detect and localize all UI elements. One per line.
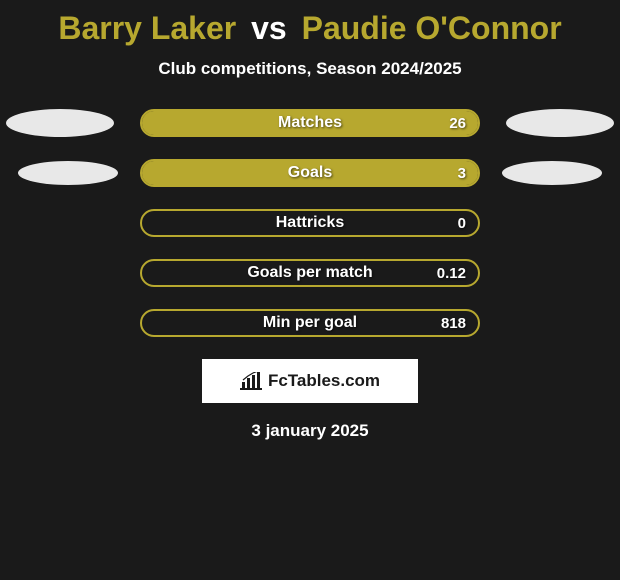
stat-value: 0	[458, 215, 466, 232]
stats-area: Matches 26 Goals 3 Hattricks 0 Goals per match…	[0, 109, 620, 337]
stat-row: Min per goal 818	[0, 309, 620, 337]
logo-text: FcTables.com	[268, 371, 380, 391]
stat-row: Goals per match 0.12	[0, 259, 620, 287]
stat-value: 26	[449, 115, 466, 132]
stat-bar: Min per goal 818	[140, 309, 480, 337]
stat-row: Goals 3	[0, 159, 620, 187]
oval-left	[6, 109, 114, 137]
logo-box: FcTables.com	[202, 359, 418, 403]
subtitle: Club competitions, Season 2024/2025	[0, 59, 620, 79]
vs-separator: vs	[251, 10, 287, 46]
stat-bar: Hattricks 0	[140, 209, 480, 237]
stat-label: Min per goal	[263, 314, 357, 332]
oval-left	[18, 161, 118, 185]
stat-bar: Matches 26	[140, 109, 480, 137]
page-title: Barry Laker vs Paudie O'Connor	[0, 10, 620, 47]
stat-bar: Goals per match 0.12	[140, 259, 480, 287]
date-label: 3 january 2025	[0, 421, 620, 441]
bar-chart-icon	[240, 372, 262, 390]
stat-value: 0.12	[437, 265, 466, 282]
stat-bar: Goals 3	[140, 159, 480, 187]
logo-inner: FcTables.com	[240, 371, 380, 391]
stat-label: Matches	[278, 114, 342, 132]
player1-name: Barry Laker	[58, 10, 236, 46]
stat-value: 818	[441, 315, 466, 332]
oval-right	[502, 161, 602, 185]
stat-value: 3	[458, 165, 466, 182]
stat-row: Matches 26	[0, 109, 620, 137]
player2-name: Paudie O'Connor	[302, 10, 562, 46]
stat-row: Hattricks 0	[0, 209, 620, 237]
stat-label: Goals per match	[247, 264, 372, 282]
stat-label: Hattricks	[276, 214, 344, 232]
comparison-card: Barry Laker vs Paudie O'Connor Club comp…	[0, 0, 620, 441]
stat-label: Goals	[288, 164, 332, 182]
oval-right	[506, 109, 614, 137]
